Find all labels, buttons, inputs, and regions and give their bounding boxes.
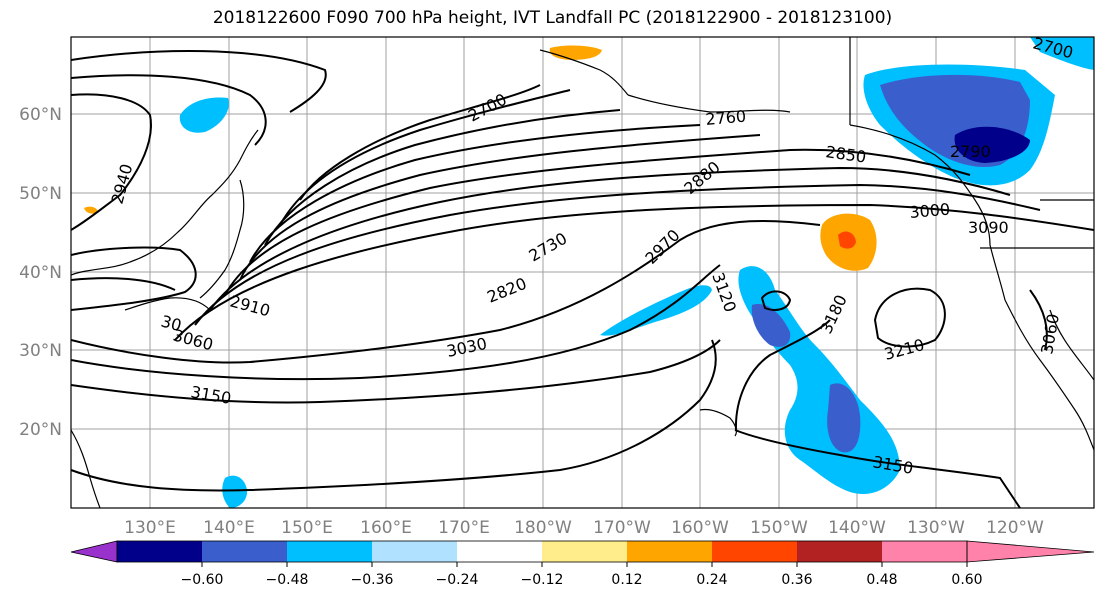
colorbar-swatch xyxy=(797,541,882,562)
height-contours xyxy=(71,50,1094,508)
colorbar-swatch xyxy=(202,541,287,562)
colorbar-swatch xyxy=(70,540,118,563)
lon-label: 140°E xyxy=(203,518,255,538)
colorbar-swatch xyxy=(457,541,542,562)
contour-label: 30 xyxy=(159,312,184,336)
colorbar-tick-label: 0.60 xyxy=(951,572,982,588)
latitude-labels: 60°N 50°N 40°N 30°N 20°N xyxy=(19,105,62,440)
ivt-patch xyxy=(179,97,229,133)
lon-label: 130°E xyxy=(124,518,176,538)
colorbar-tick-label: 0.48 xyxy=(866,572,897,588)
colorbar-swatch xyxy=(712,541,797,562)
lon-label: 180°W xyxy=(514,518,572,538)
contour-label: 3000 xyxy=(909,200,951,222)
lon-label: 130°W xyxy=(907,518,965,538)
ivt-patch xyxy=(827,383,861,453)
contour-label: 3090 xyxy=(968,218,1009,237)
lat-label: 30°N xyxy=(19,341,62,361)
longitude-labels: 130°E 140°E 150°E 160°E 170°E 180°W 170°… xyxy=(124,518,1044,538)
ivt-patch xyxy=(84,206,98,214)
colorbar-swatch xyxy=(117,541,202,562)
colorbar-tick-label: 0.24 xyxy=(696,572,727,588)
colorbar: −0.60 −0.48 −0.36 −0.24 −0.12 0.12 0.24 … xyxy=(70,540,1095,588)
lat-label: 40°N xyxy=(19,263,62,283)
colorbar-swatch xyxy=(542,541,627,562)
ivt-patch xyxy=(600,285,712,336)
colorbar-swatch xyxy=(966,540,1095,563)
lon-label: 170°W xyxy=(593,518,651,538)
colorbar-tick-label: 0.36 xyxy=(781,572,812,588)
colorbar-tick-label: −0.36 xyxy=(351,572,394,588)
ivt-patch xyxy=(751,304,791,347)
colorbar-tick-label: −0.48 xyxy=(266,572,309,588)
map-title: 2018122600 F090 700 hPa height, IVT Land… xyxy=(212,8,893,28)
lon-label: 140°W xyxy=(828,518,886,538)
colorbar-swatch xyxy=(627,541,712,562)
lon-label: 150°E xyxy=(281,518,333,538)
lon-label: 150°W xyxy=(750,518,808,538)
contour-label: 2790 xyxy=(950,142,991,161)
lat-label: 50°N xyxy=(19,184,62,204)
colorbar-swatch xyxy=(287,541,372,562)
lon-label: 160°W xyxy=(671,518,729,538)
colorbar-tick-label: 0.12 xyxy=(611,572,642,588)
ivt-patch xyxy=(954,126,1030,163)
coastlines xyxy=(71,37,1094,508)
ivt-patch xyxy=(1030,37,1094,70)
ivt-patch xyxy=(222,475,248,508)
colorbar-swatch xyxy=(372,541,457,562)
colorbar-swatch xyxy=(882,541,967,562)
ivt-shading xyxy=(84,37,1094,508)
map-frame xyxy=(70,36,1095,509)
ivt-patch xyxy=(838,231,856,249)
colorbar-tick-label: −0.60 xyxy=(181,572,224,588)
colorbar-tick-label: −0.12 xyxy=(521,572,564,588)
lon-label: 120°W xyxy=(986,518,1044,538)
colorbar-tick-label: −0.24 xyxy=(436,572,479,588)
lat-label: 20°N xyxy=(19,420,62,440)
lon-label: 160°E xyxy=(360,518,412,538)
contour-label: 2760 xyxy=(705,107,747,129)
lat-label: 60°N xyxy=(19,105,62,125)
lon-label: 170°E xyxy=(438,518,490,538)
